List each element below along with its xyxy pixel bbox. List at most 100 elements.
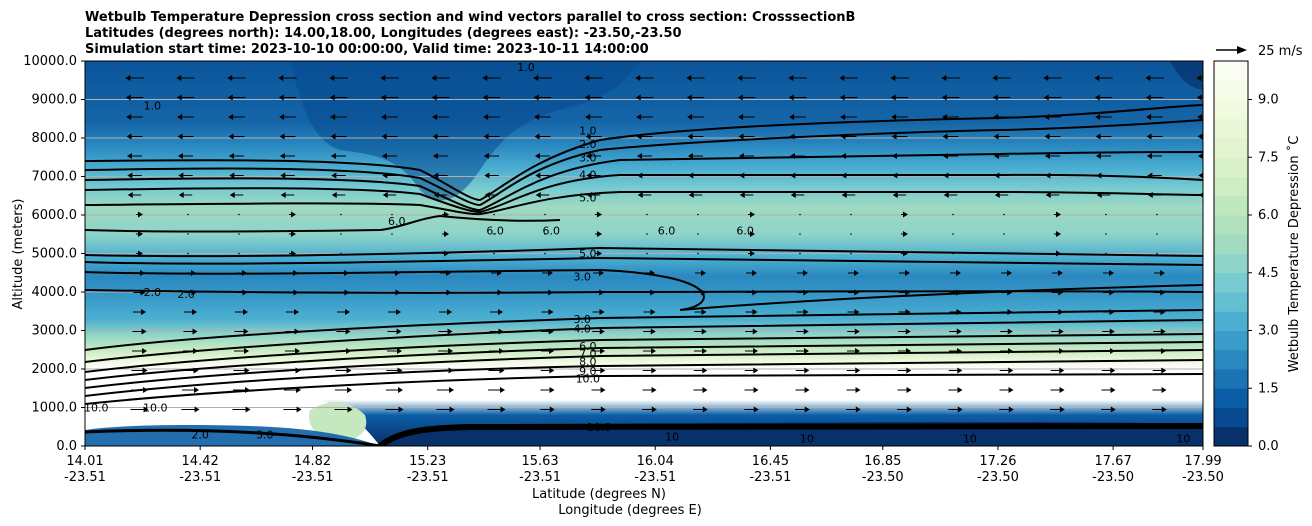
wind-vectors bbox=[125, 75, 1203, 413]
wind-vector-head bbox=[1056, 231, 1061, 237]
colorbar-band bbox=[1214, 99, 1248, 120]
wind-vector-head bbox=[1197, 153, 1203, 159]
wind-vector-head bbox=[498, 328, 504, 335]
wind-vector-head bbox=[141, 309, 147, 315]
x-tick-label-lat: 14.01 bbox=[66, 454, 103, 469]
wind-vector-head bbox=[750, 211, 755, 218]
wind-vector-head bbox=[737, 75, 743, 81]
wind-vector-head bbox=[141, 328, 147, 335]
wind-vector-head bbox=[499, 348, 505, 354]
wind-vector-head bbox=[444, 250, 449, 257]
wind-vector-head bbox=[903, 250, 908, 257]
y-axis-label: Altitude (meters) bbox=[11, 199, 26, 310]
wind-vector bbox=[799, 252, 801, 255]
dry-region-upper bbox=[290, 61, 640, 201]
wind-vector bbox=[391, 252, 393, 255]
wind-vector-head bbox=[344, 270, 350, 276]
wind-vector-head bbox=[138, 231, 143, 237]
wind-vector-head bbox=[1095, 153, 1101, 159]
wind-vector-head bbox=[431, 75, 437, 81]
wind-vector-head bbox=[534, 114, 540, 120]
wind-vector-head bbox=[839, 94, 845, 101]
wind-vector-head bbox=[943, 172, 949, 179]
wind-vector-head bbox=[1145, 75, 1151, 81]
wind-vector-head bbox=[176, 75, 182, 81]
wind-vector-head bbox=[1007, 328, 1013, 335]
contour-label: 6.0 bbox=[658, 224, 676, 237]
wind-vector-head bbox=[482, 94, 488, 101]
wind-vector-head bbox=[1094, 94, 1100, 101]
wind-vector-head bbox=[599, 309, 605, 315]
wind-vector-head bbox=[191, 289, 197, 296]
wind-vector-head bbox=[330, 133, 336, 140]
wind-vector-head bbox=[433, 192, 439, 198]
wind-vector-head bbox=[804, 387, 810, 393]
y-tick-label: 2000.0 bbox=[32, 362, 78, 377]
wind-vector-head bbox=[701, 309, 707, 315]
wind-vector-head bbox=[346, 348, 352, 354]
wind-vector-head bbox=[994, 192, 1000, 198]
wind-vector-head bbox=[1161, 348, 1167, 354]
wind-vector-head bbox=[650, 328, 656, 335]
wind-vector-head bbox=[1109, 309, 1115, 315]
wind-vector bbox=[850, 233, 852, 235]
wind-vector-head bbox=[702, 406, 708, 413]
wind-vector-head bbox=[228, 114, 234, 120]
wind-vector-head bbox=[637, 172, 643, 179]
wind-vector-head bbox=[803, 270, 809, 276]
wind-vector bbox=[544, 213, 546, 216]
wind-vector-head bbox=[447, 309, 453, 315]
wind-vector-head bbox=[398, 406, 404, 413]
wind-vector-head bbox=[449, 406, 455, 413]
wind-vector-head bbox=[227, 94, 233, 101]
wind-vector bbox=[1156, 213, 1158, 216]
wind-vector-head bbox=[855, 406, 861, 413]
wind-vector-head bbox=[534, 133, 540, 140]
wind-vector bbox=[187, 252, 189, 255]
wind-vector-head bbox=[329, 94, 335, 101]
wind-vector-head bbox=[549, 367, 555, 374]
contour-label: 4.0 bbox=[573, 323, 591, 336]
wind-vector-head bbox=[178, 172, 184, 179]
wind-vector-head bbox=[956, 328, 962, 335]
wind-vector-head bbox=[599, 328, 605, 335]
wind-vector-head bbox=[956, 289, 962, 296]
wind-vector-head bbox=[753, 367, 759, 374]
wind-vector-head bbox=[447, 328, 453, 335]
colorbar-ticks: 0.0 1.5 3.0 4.5 6.0 7.5 9.0 bbox=[1248, 93, 1279, 454]
wind-vector-head bbox=[549, 348, 555, 354]
contour-label: 1.0 bbox=[579, 124, 597, 137]
wind-vector-head bbox=[584, 75, 590, 81]
wind-vector-head bbox=[636, 133, 642, 140]
wind-vector-head bbox=[905, 270, 911, 276]
x-tick-label-lat: 15.23 bbox=[409, 454, 446, 469]
contour-label: 8.0 bbox=[579, 355, 597, 368]
wind-vector-head bbox=[701, 328, 707, 335]
wind-vector-head bbox=[942, 133, 948, 140]
wind-vector-head bbox=[1145, 94, 1151, 101]
wind-vector-head bbox=[396, 309, 402, 315]
wind-vector-head bbox=[125, 94, 131, 101]
plot-area: 1.01.02.03.04.05.05.03.03.04.06.07.08.09… bbox=[84, 60, 1204, 447]
wind-vector bbox=[238, 213, 240, 216]
wind-vector-head bbox=[650, 270, 656, 276]
wind-vector-head bbox=[1058, 328, 1064, 335]
wind-key-label: 25 m/s bbox=[1258, 44, 1303, 59]
wind-vector-head bbox=[635, 94, 641, 101]
wind-vector-head bbox=[1044, 133, 1050, 140]
wind-vector bbox=[850, 213, 852, 216]
colorbar: 0.0 1.5 3.0 4.5 6.0 7.5 9.0 Wetbulb Temperatur… bbox=[1213, 60, 1302, 454]
wind-vector-head bbox=[1160, 309, 1166, 315]
wind-vector-head bbox=[194, 406, 200, 413]
wind-vector-head bbox=[585, 133, 591, 140]
wind-vector-head bbox=[245, 387, 251, 393]
wind-vector-head bbox=[395, 289, 401, 296]
wind-vector-head bbox=[395, 270, 401, 276]
contour-5b bbox=[85, 246, 1203, 258]
contour-label: 9.0 bbox=[579, 365, 597, 378]
wind-vector-head bbox=[1059, 406, 1065, 413]
colorbar-tick-label: 1.5 bbox=[1258, 381, 1279, 396]
wind-vector-head bbox=[651, 367, 657, 374]
colorbar-band bbox=[1214, 330, 1248, 351]
wind-vector-head bbox=[279, 153, 285, 159]
